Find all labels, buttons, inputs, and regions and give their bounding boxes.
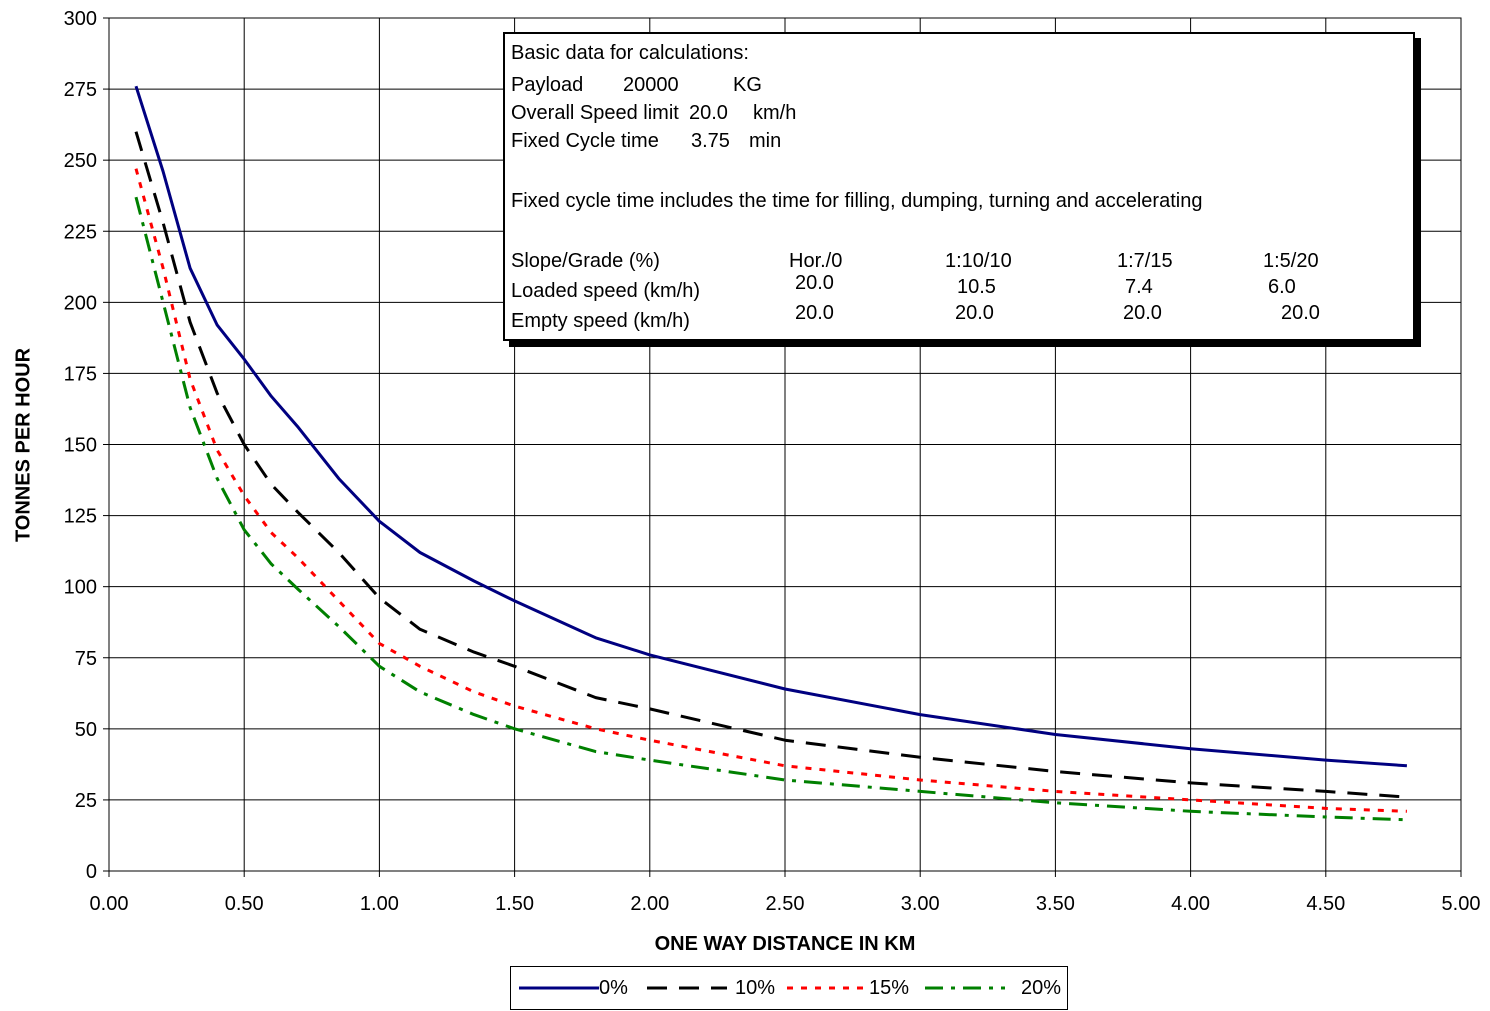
x-tick-label: 2.00	[630, 893, 669, 915]
legend-label-20pct: 20%	[1021, 977, 1062, 999]
y-tick-label: 175	[64, 363, 97, 385]
x-tick-label: 3.50	[1036, 893, 1075, 915]
series-line-20pct	[134, 196, 1407, 822]
cycle-time-note: Fixed cycle time includes the time for f…	[511, 190, 1203, 212]
series-line-0pct	[134, 85, 1408, 768]
payload-value: 20000	[623, 74, 679, 96]
y-tick-label: 125	[64, 506, 97, 528]
legend-label-10pct: 10%	[735, 977, 776, 999]
speed-limit-value: 20.0	[689, 102, 728, 124]
y-tick-label: 250	[64, 150, 97, 172]
series-line-15pct	[134, 168, 1407, 813]
x-tick-label: 1.50	[495, 893, 534, 915]
info-header: Basic data for calculations:	[511, 42, 749, 64]
loaded-speed-4: 6.0	[1268, 276, 1296, 298]
slope-col-3: 1:7/15	[1117, 250, 1173, 272]
loaded-speed-1: 20.0	[795, 272, 834, 294]
loaded-speed-2: 10.5	[957, 276, 996, 298]
calculation-info-box: Basic data for calculations: Payload 200…	[503, 32, 1415, 341]
legend-label-15pct: 15%	[869, 977, 910, 999]
x-tick-label: 4.50	[1306, 893, 1345, 915]
empty-row-label: Empty speed (km/h)	[511, 310, 690, 332]
series	[134, 85, 1408, 822]
payload-label: Payload	[511, 74, 584, 96]
y-tick-label: 25	[75, 790, 97, 812]
y-tick-label: 275	[64, 79, 97, 101]
series-line-10pct	[134, 131, 1408, 799]
x-tick-label: 0.00	[90, 893, 129, 915]
axes: 0 25 50 75 100 125 150 175 200 225 250 275 300 0.00 0.…	[64, 8, 1481, 915]
y-tick-label: 50	[75, 719, 97, 741]
legend-swatch-20pct	[925, 986, 1005, 990]
legend-swatch-10pct	[647, 986, 727, 990]
legend-swatch-0pct	[519, 986, 599, 990]
loaded-speed-3: 7.4	[1125, 276, 1153, 298]
legend-label-0pct: 0%	[599, 977, 628, 999]
x-tick-label: 3.00	[901, 893, 940, 915]
x-tick-label: 4.00	[1171, 893, 1210, 915]
empty-speed-3: 20.0	[1123, 302, 1162, 324]
loaded-row-label: Loaded speed (km/h)	[511, 280, 701, 302]
payload-unit: KG	[733, 74, 762, 96]
slope-row-label: Slope/Grade (%)	[511, 250, 660, 272]
y-tick-label: 0	[86, 861, 97, 883]
speed-limit-label: Overall Speed limit	[511, 102, 679, 124]
x-tick-label: 1.00	[360, 893, 399, 915]
y-axis-label: TONNES PER HOUR	[12, 347, 35, 543]
x-tick-label: 5.00	[1442, 893, 1481, 915]
empty-speed-2: 20.0	[955, 302, 994, 324]
speed-limit-unit: km/h	[753, 102, 797, 124]
x-tick-label: 2.50	[766, 893, 805, 915]
slope-col-2: 1:10/10	[945, 250, 1012, 272]
y-tick-label: 225	[64, 221, 97, 243]
y-tick-label: 150	[64, 435, 97, 457]
legend-swatch-15pct	[787, 986, 867, 990]
empty-speed-4: 20.0	[1281, 302, 1320, 324]
y-tick-label: 75	[75, 648, 97, 670]
empty-speed-1: 20.0	[795, 302, 834, 324]
x-axis-label: ONE WAY DISTANCE IN KM	[654, 933, 916, 955]
y-tick-label: 200	[64, 292, 97, 314]
cycle-time-value: 3.75	[691, 130, 730, 152]
slope-col-1: Hor./0	[789, 250, 843, 272]
cycle-time-unit: min	[749, 130, 782, 152]
y-tick-label: 300	[64, 8, 97, 30]
x-tick-label: 0.50	[225, 893, 264, 915]
slope-col-4: 1:5/20	[1263, 250, 1319, 272]
cycle-time-label: Fixed Cycle time	[511, 130, 659, 152]
legend: 0% 10% 15% 20%	[510, 966, 1068, 1010]
y-tick-label: 100	[64, 577, 97, 599]
